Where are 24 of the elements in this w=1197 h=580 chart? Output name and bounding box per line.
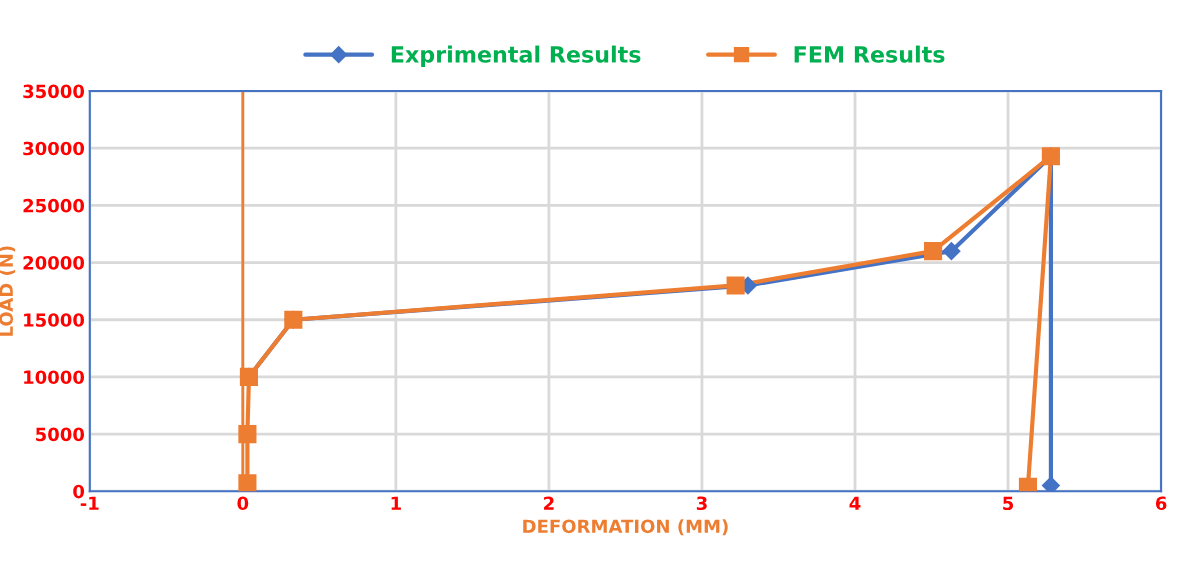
legend-label: Exprimental Results: [391, 45, 641, 68]
point: [238, 425, 257, 444]
y-tick-label: 10000: [24, 370, 85, 385]
x-tick-label: 2: [544, 496, 554, 510]
y-tick-label: 20000: [23, 256, 85, 270]
x-tick-label: 6: [1155, 496, 1167, 511]
y-tick-label: 25000: [23, 198, 85, 213]
x-tick-label: 5: [1003, 496, 1014, 511]
y-tick-label: 15000: [24, 313, 85, 327]
point: [924, 242, 943, 261]
x-tick-label: 4: [849, 496, 861, 510]
x-tick-label: 3: [696, 496, 707, 511]
point: [1041, 476, 1061, 492]
legend-label: FEM Results: [794, 45, 945, 63]
x-tick-label: 0: [237, 496, 249, 511]
x-axis-title: DEFORMATION (MM): [523, 519, 728, 536]
y-tick-label: 30000: [23, 141, 85, 156]
y-tick-label: 35000: [23, 84, 85, 99]
point: [238, 474, 257, 492]
point: [726, 276, 745, 295]
y-tick-label: 5000: [36, 427, 85, 442]
x-tick-label: 1: [391, 496, 401, 510]
y-axis-title: LOAD (N): [0, 246, 16, 336]
point: [942, 241, 961, 261]
